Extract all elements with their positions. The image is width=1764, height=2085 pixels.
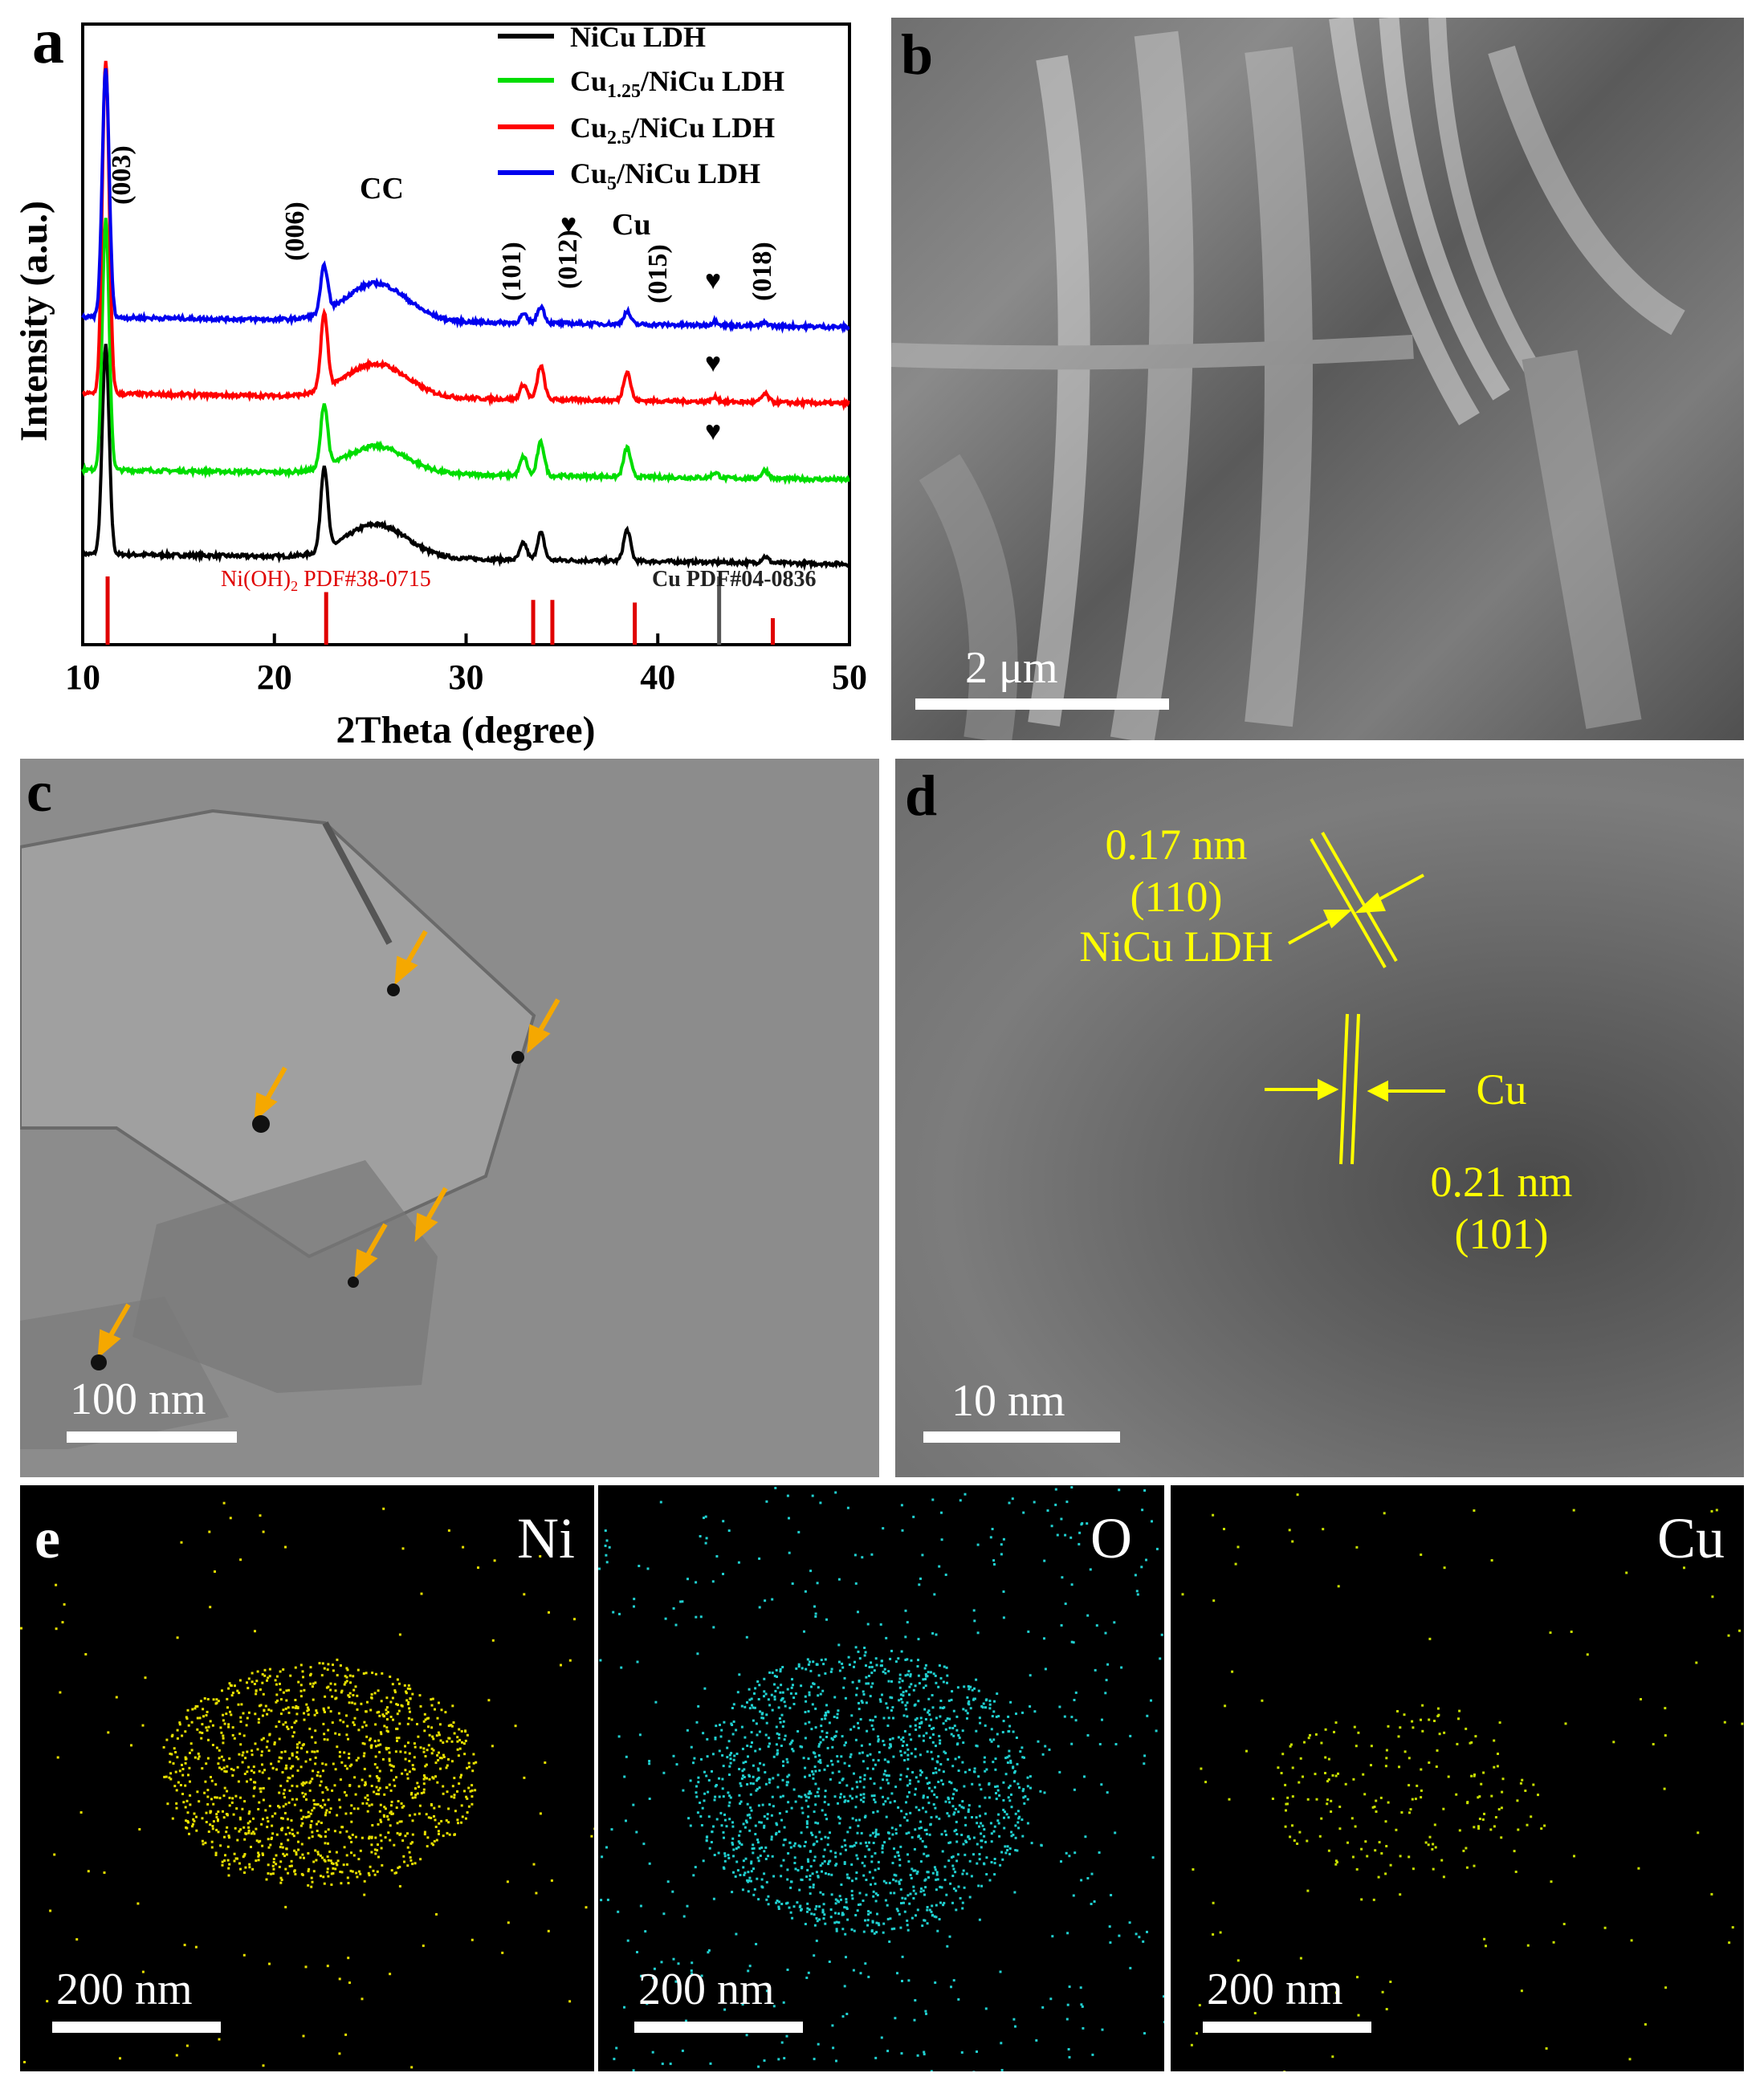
panel-e-map-o: O 200 nm: [598, 1485, 1164, 2071]
annot-nicu-ldh: NiCu LDH: [1079, 922, 1273, 971]
xrd-series-line: [81, 344, 851, 572]
panel-a-xrd-chart: 10 20 30 40 50 2Theta (degree) Intensity (a.…: [0, 0, 883, 755]
annot-heart-4: ♥: [705, 417, 721, 446]
annot-015: (015): [643, 244, 673, 303]
panel-b-label: b: [901, 22, 934, 87]
annot-cu: Cu: [1476, 1065, 1527, 1114]
x-axis-label: 2Theta (degree): [336, 709, 595, 751]
xrd-series-line: [82, 60, 850, 412]
o-map-scalebar-text: 200 nm: [638, 1965, 775, 2014]
annot-003: (003): [107, 145, 136, 205]
x-tick-label: 10: [65, 658, 100, 697]
nanoparticle-arrows: [97, 930, 560, 1358]
tem-texture: [20, 808, 560, 1449]
panel-b-scalebar-text: 2 μm: [965, 643, 1058, 693]
cu-map-scalebar: [1203, 2022, 1371, 2033]
xrd-series-line: [81, 67, 850, 334]
x-tick-label: 20: [257, 658, 292, 697]
legend-label-nicu: NiCu LDH: [570, 21, 706, 53]
legend-label-cu125: Cu1.25/NiCu LDH: [570, 65, 784, 102]
o-map-dots: [598, 1486, 1164, 2071]
sem-texture: [891, 18, 1685, 740]
ni-map-scalebar: [52, 2022, 221, 2033]
hrtem-markers: [1265, 832, 1445, 1165]
ni-map-scalebar-text: 200 nm: [56, 1965, 193, 2014]
panel-d-label: d: [905, 764, 938, 828]
annot-006: (006): [280, 202, 310, 261]
cu-map-scalebar-text: 200 nm: [1207, 1965, 1343, 2014]
panel-d-scalebar: [923, 1431, 1120, 1443]
annot-d-spacing-ldh: 0.17 nm: [1105, 821, 1248, 869]
annot-plane-101: (101): [1454, 1210, 1549, 1258]
annot-plane-110: (110): [1130, 873, 1223, 921]
xrd-series-line: [81, 218, 850, 486]
element-label-cu: Cu: [1656, 1506, 1725, 1570]
annot-cc: CC: [360, 172, 404, 206]
panel-c-scalebar-text: 100 nm: [70, 1374, 206, 1424]
xrd-svg: 10 20 30 40 50 2Theta (degree) Intensity (a.…: [13, 6, 867, 751]
y-axis-label: Intensity (a.u.): [13, 201, 55, 442]
element-label-o: O: [1090, 1506, 1132, 1570]
x-tick-label: 50: [832, 658, 867, 697]
panel-b-sem-image: b 2 μm: [891, 18, 1744, 740]
legend-label-cu5: Cu5/NiCu LDH: [570, 157, 760, 194]
panel-c-scalebar: [67, 1431, 237, 1443]
panel-a-label: a: [32, 6, 64, 77]
panel-d-scalebar-text: 10 nm: [951, 1376, 1065, 1426]
panel-e-label: e: [35, 1506, 60, 1570]
panel-b-scalebar: [915, 698, 1169, 710]
ref-label-cu: Cu PDF#04-0836: [652, 567, 817, 592]
annot-cu: Cu: [612, 208, 651, 242]
element-label-ni: Ni: [517, 1506, 575, 1570]
panel-c-tem-image: c 100 nm: [20, 759, 879, 1477]
cu-map-dots: [1181, 1493, 1744, 2071]
panel-e-map-cu: Cu 200 nm: [1171, 1485, 1744, 2071]
o-map-scalebar: [634, 2022, 803, 2033]
annot-heart-1: ♥: [560, 210, 576, 239]
ni-map-dots: [20, 1501, 594, 2069]
annot-012: (012): [553, 230, 583, 289]
panel-e-map-ni: e Ni 200 nm: [20, 1485, 594, 2071]
x-tick-label: 30: [449, 658, 484, 697]
panel-d-hrtem-image: d 0.17 nm (110) NiCu LDH Cu 0.21 nm (101…: [895, 759, 1744, 1477]
x-tick-label: 40: [640, 658, 675, 697]
annot-heart-3: ♥: [705, 348, 721, 378]
ref-label-nioh2: Ni(OH)2 PDF#38-0715: [221, 567, 431, 594]
annot-d-spacing-cu: 0.21 nm: [1430, 1158, 1573, 1206]
annot-101: (101): [497, 242, 527, 301]
annot-heart-2: ♥: [705, 266, 721, 295]
panel-c-label: c: [26, 759, 52, 824]
annot-018: (018): [748, 242, 777, 301]
legend-label-cu25: Cu2.5/NiCu LDH: [570, 112, 775, 149]
legend: NiCu LDH Cu1.25/NiCu LDH Cu2.5/NiCu LDH …: [498, 21, 784, 194]
